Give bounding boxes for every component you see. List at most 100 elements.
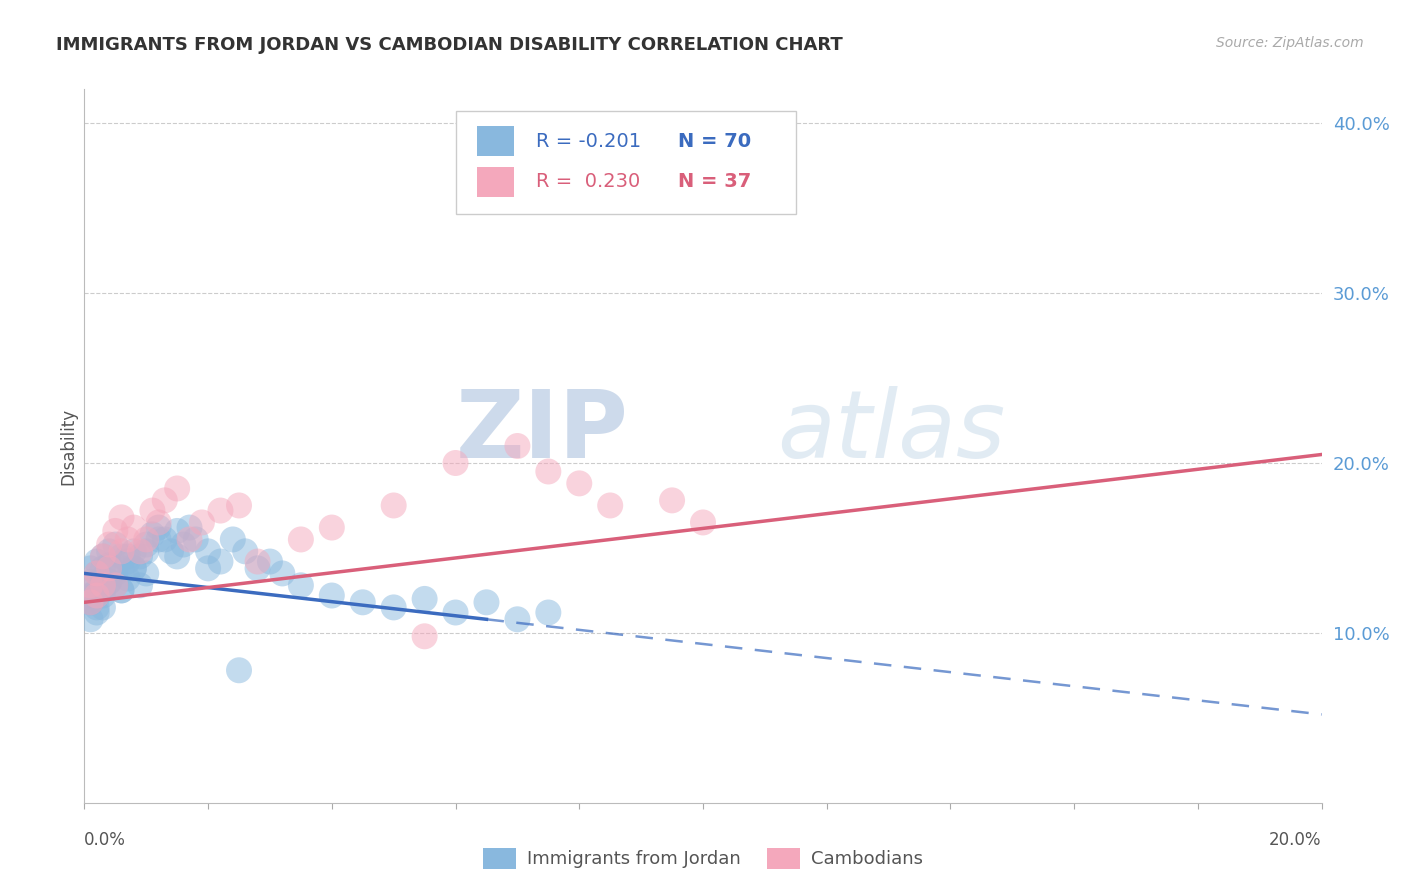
Point (321, 589, 343, 603)
Point (110, 549, 132, 564)
Point (91, 600, 114, 615)
Text: 20.0%: 20.0% (1270, 831, 1322, 849)
Point (444, 456, 467, 470)
Point (135, 533, 157, 547)
Text: atlas: atlas (778, 386, 1005, 477)
Point (104, 578, 127, 592)
Point (233, 544, 256, 558)
Point (259, 555, 281, 569)
Text: N = 37: N = 37 (678, 172, 751, 192)
Point (104, 561, 127, 575)
Point (91, 572, 114, 586)
Point (79, 561, 101, 575)
Point (91, 549, 114, 564)
Point (117, 533, 139, 547)
Point (141, 527, 163, 541)
Y-axis label: Disability: Disability (59, 408, 77, 484)
Point (86, 589, 108, 603)
Point (148, 520, 170, 534)
Point (228, 499, 250, 513)
Point (228, 663, 250, 677)
Point (271, 566, 294, 581)
Point (79, 589, 101, 603)
Point (98, 544, 121, 558)
Point (599, 499, 621, 513)
Point (117, 549, 139, 564)
Point (91, 578, 114, 592)
Text: IMMIGRANTS FROM JORDAN VS CAMBODIAN DISABILITY CORRELATION CHART: IMMIGRANTS FROM JORDAN VS CAMBODIAN DISA… (56, 36, 844, 54)
Point (166, 524, 188, 538)
FancyBboxPatch shape (477, 127, 513, 156)
Point (86, 566, 108, 581)
Point (246, 555, 269, 569)
Point (86, 578, 108, 592)
Point (321, 520, 343, 534)
Point (444, 606, 467, 620)
Point (148, 533, 170, 547)
Point (506, 612, 529, 626)
Point (135, 537, 157, 551)
Point (98, 574, 121, 589)
Point (79, 574, 101, 589)
Point (197, 544, 219, 558)
FancyBboxPatch shape (456, 111, 796, 214)
Point (98, 574, 121, 589)
Point (153, 533, 176, 547)
Point (91, 561, 114, 575)
Point (537, 465, 560, 479)
Point (86, 606, 108, 620)
Point (382, 600, 405, 615)
Point (153, 493, 176, 508)
Point (209, 503, 232, 517)
Point (122, 544, 145, 558)
Point (209, 555, 232, 569)
Point (290, 578, 312, 592)
Point (135, 566, 157, 581)
Point (475, 170, 498, 185)
Point (110, 583, 132, 598)
Point (661, 493, 683, 508)
Point (79, 612, 101, 626)
Point (692, 516, 714, 530)
Point (352, 595, 374, 609)
FancyBboxPatch shape (477, 167, 513, 197)
Point (104, 578, 127, 592)
Point (413, 591, 436, 606)
Text: R =  0.230: R = 0.230 (536, 172, 640, 192)
Point (104, 537, 127, 551)
Point (129, 544, 152, 558)
Point (166, 549, 188, 564)
Point (160, 544, 183, 558)
Point (117, 555, 139, 569)
Point (110, 544, 132, 558)
Point (86, 555, 108, 569)
Point (117, 572, 139, 586)
Point (98, 537, 121, 551)
Point (382, 499, 405, 513)
Point (179, 520, 201, 534)
Point (86, 566, 108, 581)
Text: N = 70: N = 70 (678, 132, 751, 151)
Legend: Immigrants from Jordan, Cambodians: Immigrants from Jordan, Cambodians (477, 840, 929, 876)
Point (290, 533, 312, 547)
Point (86, 589, 108, 603)
Point (191, 516, 214, 530)
Text: 0.0%: 0.0% (84, 831, 127, 849)
Point (98, 561, 121, 575)
Point (122, 561, 145, 575)
Point (148, 516, 170, 530)
Point (129, 549, 152, 564)
Point (129, 578, 152, 592)
Point (110, 561, 132, 575)
Text: R = -0.201: R = -0.201 (536, 132, 641, 151)
Point (122, 561, 145, 575)
Point (79, 595, 101, 609)
Point (122, 520, 145, 534)
Text: ZIP: ZIP (456, 385, 628, 478)
Point (91, 583, 114, 598)
Point (184, 533, 207, 547)
Point (166, 482, 188, 496)
Point (413, 629, 436, 643)
Point (79, 595, 101, 609)
Point (91, 589, 114, 603)
